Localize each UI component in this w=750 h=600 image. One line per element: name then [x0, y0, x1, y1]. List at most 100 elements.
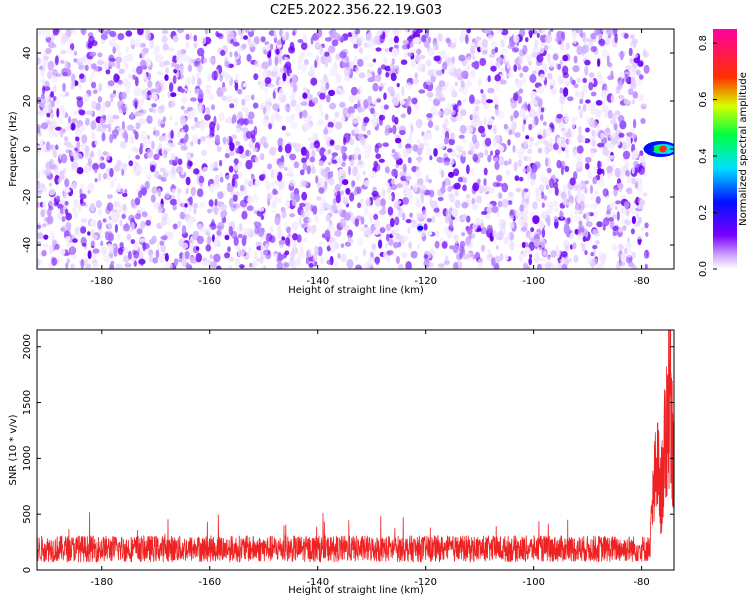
- heatmap-cell: [402, 197, 409, 205]
- heatmap-cell: [269, 146, 277, 156]
- heatmap-cell: [63, 136, 69, 142]
- heatmap-cell: [79, 124, 87, 132]
- heatmap-cell: [43, 208, 47, 214]
- heatmap-cell: [501, 182, 509, 193]
- heatmap-cell: [455, 145, 463, 152]
- heatmap-cell: [218, 112, 225, 122]
- heatmap-cell: [474, 251, 481, 261]
- heatmap-cell: [75, 96, 83, 101]
- heatmap-cell: [366, 63, 374, 68]
- heatmap-cell: [40, 29, 46, 36]
- heatmap-cell: [325, 214, 331, 222]
- heatmap-cell: [208, 93, 214, 101]
- heatmap-cell: [117, 247, 124, 256]
- heatmap-cell: [354, 264, 363, 269]
- heatmap-cell: [616, 178, 622, 185]
- heatmap-cell: [288, 260, 295, 267]
- heatmap-cell: [492, 230, 498, 238]
- heatmap-cell: [457, 104, 464, 112]
- heatmap-cell: [72, 207, 77, 213]
- heatmap-cell: [590, 203, 598, 210]
- heatmap-cell: [638, 74, 644, 80]
- heatmap-cell: [271, 209, 277, 214]
- heatmap-cell: [106, 166, 111, 177]
- heatmap-cell: [84, 64, 89, 71]
- colorbar-tick-label: 0.0: [698, 261, 709, 277]
- heatmap-cell: [585, 156, 592, 163]
- heatmap-cell: [588, 82, 594, 91]
- heatmap-cell: [109, 57, 116, 63]
- heatmap-cell: [433, 148, 438, 157]
- heatmap-cell: [262, 69, 269, 79]
- heatmap-cell: [137, 250, 144, 261]
- heatmap-cell: [190, 141, 194, 147]
- heatmap-cell: [323, 74, 328, 83]
- heatmap-cell: [386, 187, 392, 194]
- heatmap-cell: [288, 179, 296, 187]
- heatmap-cell: [227, 246, 231, 253]
- heatmap-cell: [438, 143, 446, 150]
- heatmap-cell: [514, 58, 519, 66]
- heatmap-cell: [252, 147, 259, 152]
- snr-y-tick-label: 1000: [22, 446, 33, 471]
- heatmap-cell: [318, 160, 325, 167]
- heatmap-cell: [197, 47, 205, 57]
- heatmap-cell: [419, 184, 427, 194]
- heatmap-cell: [472, 182, 480, 192]
- heatmap-cell: [513, 34, 520, 43]
- heatmap-cell: [394, 116, 399, 125]
- heatmap-cell: [504, 61, 509, 66]
- heatmap-cell: [302, 92, 308, 99]
- heatmap-cell: [291, 247, 299, 255]
- heatmap-cell: [602, 188, 609, 197]
- heatmap-cell: [232, 114, 237, 124]
- heatmap-cell: [631, 264, 637, 269]
- heatmap-cell: [140, 187, 148, 195]
- heatmap-cell: [409, 212, 413, 218]
- heatmap-cell: [189, 256, 196, 261]
- heatmap-cell: [316, 29, 323, 38]
- heatmap-cell: [310, 224, 317, 235]
- heatmap-cell: [500, 48, 508, 54]
- heatmap-cell: [417, 63, 423, 68]
- heatmap-cell: [401, 44, 409, 50]
- heatmap-cell: [619, 50, 624, 61]
- heatmap-cell: [528, 257, 532, 266]
- heatmap-cell: [350, 86, 358, 96]
- heatmap-cell: [141, 211, 148, 218]
- heatmap-cell: [590, 105, 597, 115]
- heatmap-cell: [162, 134, 169, 142]
- heatmap-cell: [201, 260, 210, 267]
- heatmap-cell: [518, 253, 523, 263]
- heatmap-cell: [526, 232, 531, 239]
- heatmap-cell: [127, 154, 131, 160]
- heatmap-cell: [510, 99, 518, 109]
- heatmap-cell: [580, 90, 585, 101]
- heatmap-cell: [493, 95, 500, 106]
- heatmap-cell: [216, 33, 223, 38]
- heatmap-cell: [235, 147, 240, 154]
- heatmap-cell: [121, 213, 126, 220]
- heatmap-cell: [559, 89, 563, 95]
- heatmap-cell: [262, 264, 267, 269]
- heatmap-cell: [395, 233, 401, 240]
- heatmap-cell: [577, 134, 583, 144]
- heatmap-cell: [375, 257, 380, 266]
- heatmap-cell: [169, 198, 178, 206]
- heatmap-cell: [343, 66, 351, 77]
- heatmap-cell: [405, 219, 412, 224]
- heatmap-cell: [395, 151, 401, 160]
- heatmap-cell: [147, 72, 152, 81]
- heatmap-cell: [484, 137, 492, 147]
- heatmap-cell: [229, 142, 235, 152]
- heatmap-cell: [597, 251, 603, 260]
- heatmap-cell: [244, 94, 252, 102]
- heatmap-cell: [37, 224, 42, 229]
- heatmap-cell: [176, 220, 182, 228]
- heatmap-cell: [582, 84, 588, 94]
- heatmap-cell: [134, 39, 142, 48]
- heatmap-cell: [343, 137, 347, 146]
- heatmap-cell: [165, 67, 169, 74]
- heatmap-cell: [156, 129, 160, 137]
